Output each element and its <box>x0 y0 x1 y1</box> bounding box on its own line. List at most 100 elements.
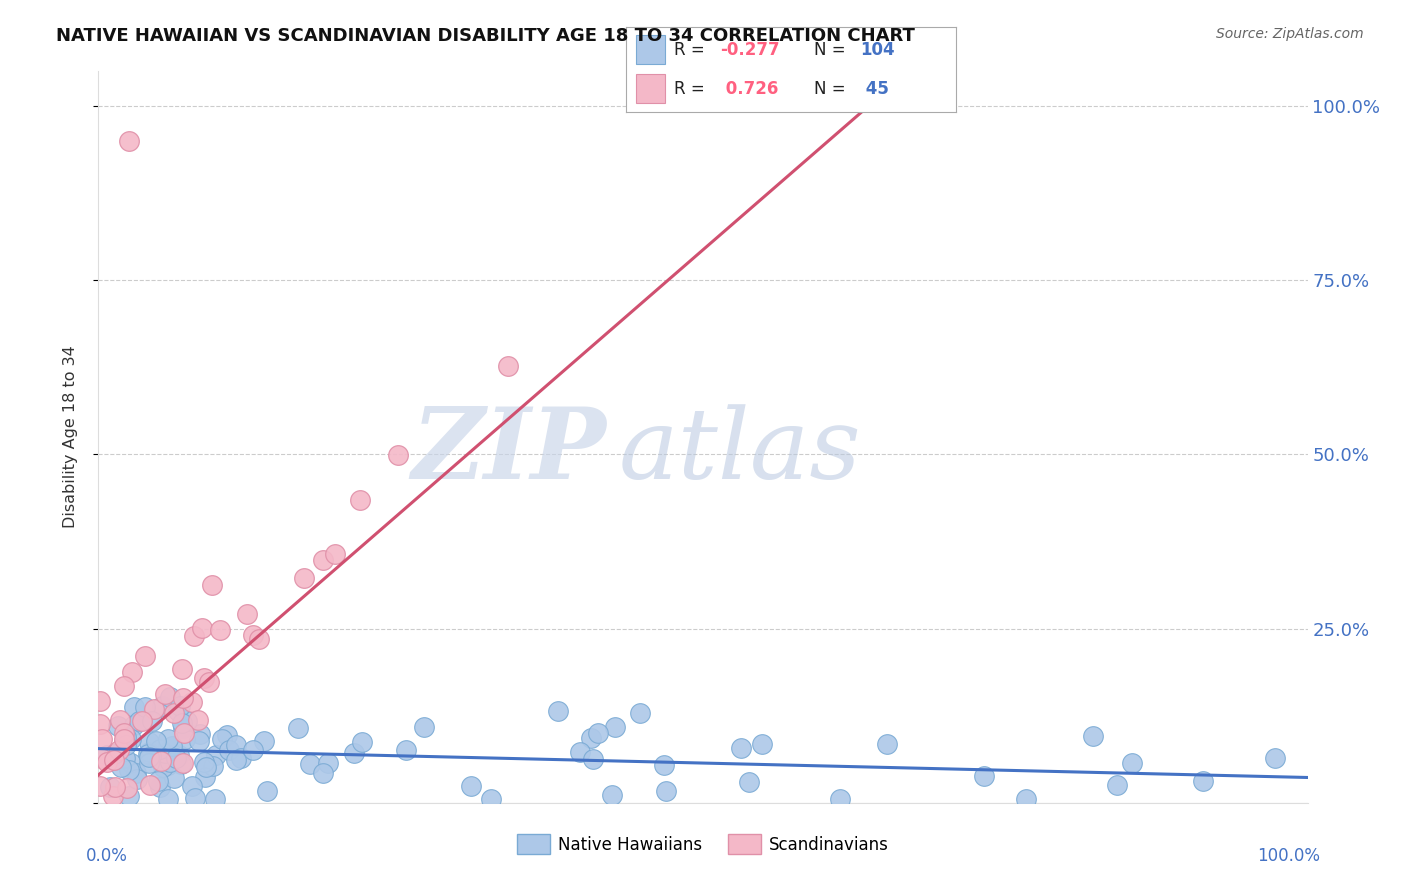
Point <box>120 731 142 746</box>
Point <box>180 779 202 793</box>
Point <box>188 733 211 747</box>
Point <box>103 753 125 767</box>
Point <box>1081 729 1104 743</box>
Legend: Native Hawaiians, Scandinavians: Native Hawaiians, Scandinavians <box>510 828 896 860</box>
Point <box>547 704 569 718</box>
Text: N =: N = <box>814 41 851 59</box>
Point <box>122 718 145 732</box>
Point <box>229 751 252 765</box>
Point <box>152 760 174 774</box>
Point <box>247 632 270 646</box>
Point <box>120 756 142 771</box>
Point <box>215 728 238 742</box>
Point <box>479 792 502 806</box>
Point <box>103 789 125 803</box>
Point <box>242 742 264 756</box>
Point <box>134 649 156 664</box>
Point <box>343 747 366 761</box>
Point <box>387 449 409 463</box>
Point <box>349 492 371 507</box>
Point <box>122 699 145 714</box>
Point <box>112 732 135 747</box>
Point <box>138 756 160 770</box>
Point <box>350 734 373 748</box>
Text: 0.726: 0.726 <box>720 79 778 97</box>
Point <box>292 571 315 585</box>
Point <box>110 713 132 727</box>
Point <box>172 721 194 735</box>
Point <box>159 690 181 704</box>
Point <box>579 731 602 745</box>
Point <box>738 774 761 789</box>
Point <box>98 780 121 794</box>
Point <box>225 738 247 752</box>
Point <box>198 675 221 690</box>
Point <box>104 753 127 767</box>
Point <box>166 750 188 764</box>
Point <box>830 792 852 806</box>
Point <box>169 698 191 713</box>
Point <box>181 695 204 709</box>
Point <box>110 760 132 774</box>
Point <box>172 662 194 676</box>
Point <box>600 789 623 803</box>
Point <box>202 759 225 773</box>
Point <box>139 778 162 792</box>
Point <box>1264 751 1286 765</box>
Point <box>128 714 150 728</box>
Point <box>242 628 264 642</box>
Point <box>204 792 226 806</box>
Point <box>167 747 190 762</box>
Point <box>89 716 111 731</box>
Point <box>183 629 205 643</box>
Bar <box>636 74 665 103</box>
Point <box>395 743 418 757</box>
Text: 45: 45 <box>860 79 889 97</box>
Text: atlas: atlas <box>619 404 860 500</box>
Point <box>170 716 193 731</box>
Text: 104: 104 <box>860 41 894 59</box>
Point <box>153 747 176 761</box>
Point <box>1107 778 1129 792</box>
Point <box>184 790 207 805</box>
Point <box>114 731 136 745</box>
Point <box>136 747 159 761</box>
Text: R =: R = <box>673 79 710 97</box>
Point <box>316 756 339 770</box>
Point <box>163 706 186 720</box>
Point <box>96 748 118 763</box>
Point <box>114 751 136 765</box>
Point <box>655 784 678 798</box>
Point <box>194 770 217 784</box>
Point <box>253 734 276 748</box>
Point <box>201 578 224 592</box>
Point <box>211 731 233 746</box>
Point <box>150 754 173 768</box>
Point <box>117 735 139 749</box>
Point <box>125 772 148 786</box>
Point <box>225 753 247 767</box>
Point <box>187 713 209 727</box>
Point <box>105 747 128 761</box>
Point <box>195 760 218 774</box>
Point <box>1015 792 1038 806</box>
Point <box>145 733 167 747</box>
Point <box>730 741 752 756</box>
Point <box>96 756 118 770</box>
Point <box>138 750 160 764</box>
Point <box>149 742 172 756</box>
Point <box>148 780 170 795</box>
Point <box>142 702 165 716</box>
Text: R =: R = <box>673 41 710 59</box>
Point <box>114 733 136 747</box>
Point <box>163 771 186 785</box>
Point <box>323 547 346 561</box>
Point <box>159 755 181 769</box>
Point <box>193 671 215 685</box>
Point <box>218 742 240 756</box>
Text: NATIVE HAWAIIAN VS SCANDINAVIAN DISABILITY AGE 18 TO 34 CORRELATION CHART: NATIVE HAWAIIAN VS SCANDINAVIAN DISABILI… <box>56 27 915 45</box>
Point <box>157 792 180 806</box>
Point <box>581 752 603 766</box>
Point <box>104 780 127 795</box>
Point <box>287 721 309 735</box>
